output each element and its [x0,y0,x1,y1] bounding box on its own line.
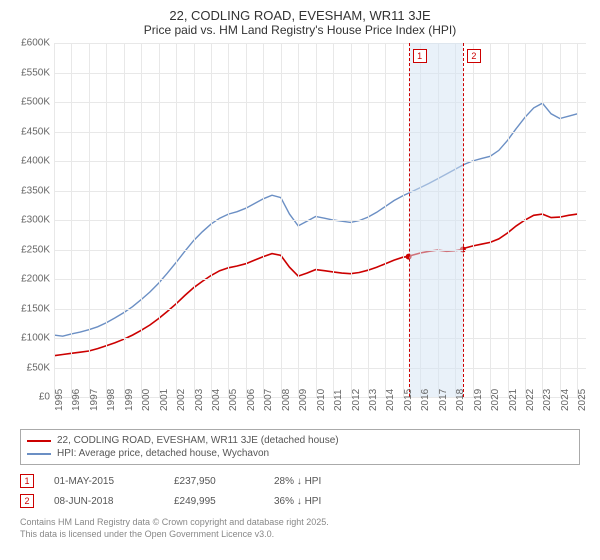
gridline [403,43,404,397]
gridline [577,43,578,397]
gridline [54,43,586,44]
gridline [71,43,72,397]
gridline [385,43,386,397]
gridline [54,309,586,310]
footer: Contains HM Land Registry data © Crown c… [20,517,580,540]
sale-date: 01-MAY-2015 [54,476,154,487]
gridline [54,43,55,397]
gridline [542,43,543,397]
legend-label: 22, CODLING ROAD, EVESHAM, WR11 3JE (det… [57,435,339,446]
y-axis: £0£50K£100K£150K£200K£250K£300K£350K£400… [10,43,54,397]
sale-band [409,43,463,397]
sale-row: 1 01-MAY-2015 £237,950 28% ↓ HPI [20,471,580,491]
gridline [211,43,212,397]
legend-swatch [27,440,51,442]
plot-area: 12 [54,43,586,397]
gridline [176,43,177,397]
legend-swatch [27,453,51,455]
y-tick-label: £300K [21,215,50,226]
gridline [333,43,334,397]
gridline [54,191,586,192]
gridline [54,161,586,162]
sale-delta: 28% ↓ HPI [274,476,364,487]
gridline [54,338,586,339]
legend-item: HPI: Average price, detached house, Wych… [27,447,573,460]
y-tick-label: £250K [21,244,50,255]
legend: 22, CODLING ROAD, EVESHAM, WR11 3JE (det… [20,429,580,465]
gridline [159,43,160,397]
gridline [54,220,586,221]
gridline [54,250,586,251]
gridline [281,43,282,397]
sale-marker-label: 1 [413,49,427,63]
legend-item: 22, CODLING ROAD, EVESHAM, WR11 3JE (det… [27,434,573,447]
y-tick-label: £350K [21,185,50,196]
gridline [368,43,369,397]
gridline [246,43,247,397]
legend-label: HPI: Average price, detached house, Wych… [57,448,269,459]
sale-marker-line [409,43,410,397]
x-axis: 1995199619971998199920002001200220032004… [54,397,586,423]
y-tick-label: £200K [21,274,50,285]
sale-marker-label: 2 [467,49,481,63]
gridline [54,102,586,103]
y-tick-label: £0 [39,392,50,403]
gridline [490,43,491,397]
chart: £0 £50K £100K £150K £200K £250K £300K £350K £400… [10,43,590,423]
gridline [141,43,142,397]
chart-title: 22, CODLING ROAD, EVESHAM, WR11 3JE [0,8,600,23]
gridline [228,43,229,397]
gridline [508,43,509,397]
gridline [560,43,561,397]
y-tick-label: £100K [21,333,50,344]
y-tick-label: £550K [21,67,50,78]
sale-price: £249,995 [174,496,254,507]
y-tick-label: £600K [21,38,50,49]
gridline [124,43,125,397]
sales-table: 1 01-MAY-2015 £237,950 28% ↓ HPI 2 08-JUN-201… [20,471,580,511]
y-tick-label: £150K [21,303,50,314]
gridline [106,43,107,397]
sale-marker-line [463,43,464,397]
gridline [316,43,317,397]
gridline [54,279,586,280]
y-tick-label: £500K [21,97,50,108]
gridline [298,43,299,397]
gridline [89,43,90,397]
sale-row-marker: 2 [20,494,34,508]
gridline [525,43,526,397]
sale-delta: 36% ↓ HPI [274,496,364,507]
y-tick-label: £450K [21,126,50,137]
gridline [473,43,474,397]
sale-date: 08-JUN-2018 [54,496,154,507]
y-tick-label: £50K [27,362,50,373]
sale-row: 2 08-JUN-2018 £249,995 36% ↓ HPI [20,491,580,511]
sale-price: £237,950 [174,476,254,487]
gridline [54,132,586,133]
footer-line: This data is licensed under the Open Gov… [20,529,580,541]
gridline [194,43,195,397]
gridline [351,43,352,397]
chart-subtitle: Price paid vs. HM Land Registry's House … [0,23,600,37]
sale-row-marker: 1 [20,474,34,488]
footer-line: Contains HM Land Registry data © Crown c… [20,517,580,529]
gridline [54,73,586,74]
gridline [263,43,264,397]
x-tick-label: 2025 [577,389,600,411]
gridline [54,368,586,369]
y-tick-label: £400K [21,156,50,167]
